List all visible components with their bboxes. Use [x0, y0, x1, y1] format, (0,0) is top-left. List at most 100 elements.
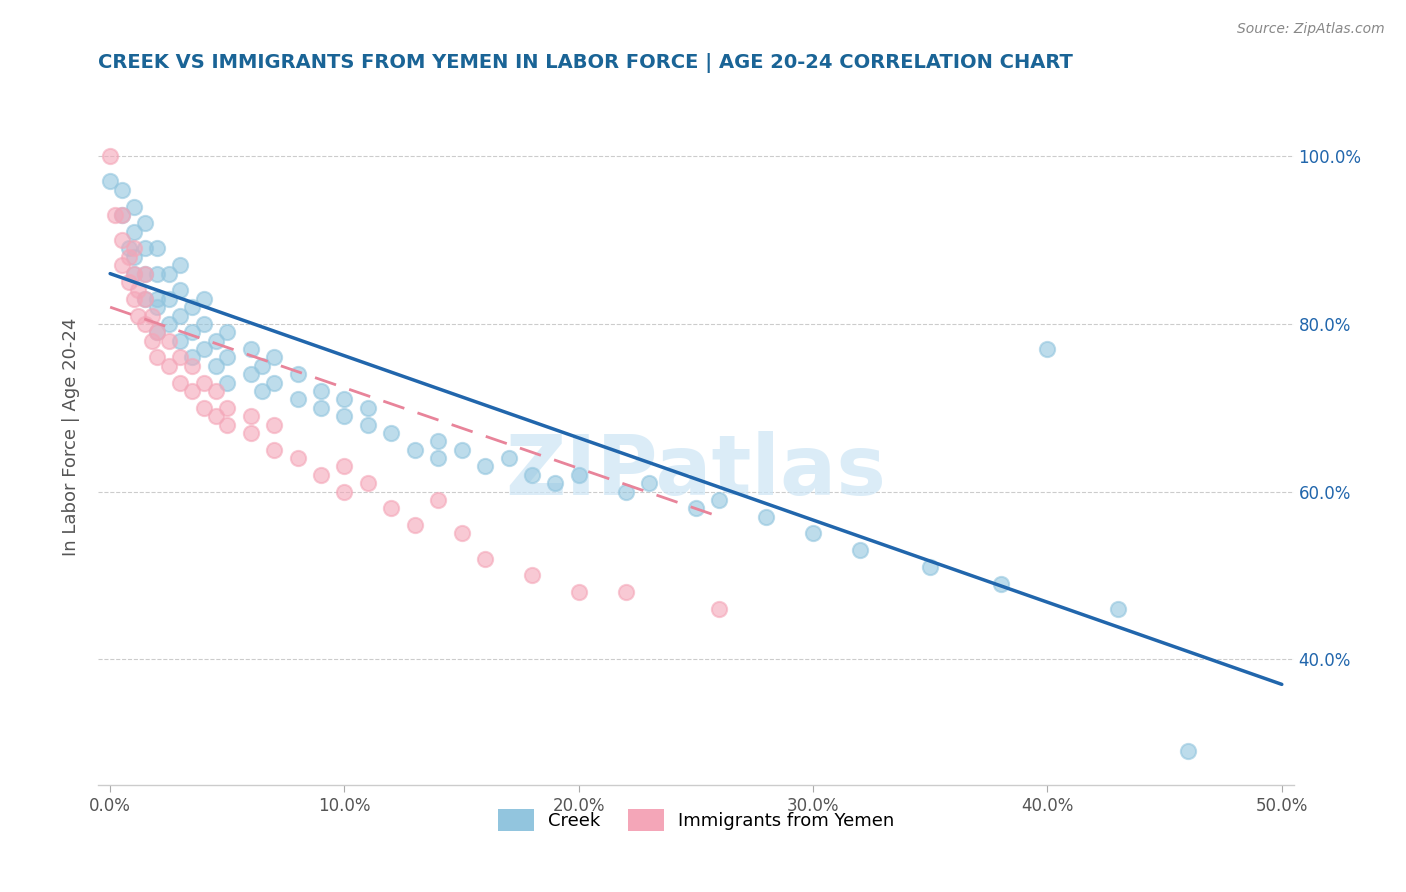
- Point: [309, 401, 332, 415]
- Point: [146, 292, 169, 306]
- Point: [239, 409, 262, 424]
- Point: [239, 368, 262, 382]
- Point: [309, 467, 332, 482]
- Point: [1177, 744, 1199, 758]
- Point: [134, 292, 156, 306]
- Point: [127, 284, 149, 298]
- Point: [498, 450, 520, 465]
- Point: [122, 267, 145, 281]
- Point: [122, 250, 145, 264]
- Point: [118, 250, 141, 264]
- Point: [427, 434, 450, 449]
- Point: [614, 585, 637, 599]
- Text: Source: ZipAtlas.com: Source: ZipAtlas.com: [1237, 22, 1385, 37]
- Point: [146, 242, 169, 256]
- Point: [287, 392, 309, 407]
- Point: [193, 342, 215, 356]
- Point: [801, 526, 824, 541]
- Point: [333, 409, 356, 424]
- Point: [287, 450, 309, 465]
- Point: [357, 417, 380, 432]
- Point: [98, 149, 121, 163]
- Point: [239, 425, 262, 440]
- Point: [263, 351, 285, 365]
- Point: [849, 543, 872, 558]
- Point: [181, 300, 204, 314]
- Point: [263, 417, 285, 432]
- Point: [217, 326, 239, 340]
- Point: [357, 401, 380, 415]
- Point: [134, 242, 156, 256]
- Point: [263, 376, 285, 390]
- Point: [146, 326, 169, 340]
- Point: [614, 484, 637, 499]
- Point: [134, 317, 156, 331]
- Point: [146, 326, 169, 340]
- Point: [104, 208, 127, 222]
- Point: [181, 351, 204, 365]
- Point: [333, 392, 356, 407]
- Point: [134, 216, 156, 230]
- Point: [169, 284, 191, 298]
- Point: [920, 560, 942, 574]
- Point: [380, 501, 402, 516]
- Point: [146, 300, 169, 314]
- Point: [568, 585, 591, 599]
- Text: CREEK VS IMMIGRANTS FROM YEMEN IN LABOR FORCE | AGE 20-24 CORRELATION CHART: CREEK VS IMMIGRANTS FROM YEMEN IN LABOR …: [98, 54, 1073, 73]
- Point: [287, 368, 309, 382]
- Point: [193, 292, 215, 306]
- Point: [404, 442, 426, 457]
- Point: [1036, 342, 1059, 356]
- Point: [357, 476, 380, 491]
- Point: [474, 551, 496, 566]
- Point: [169, 376, 191, 390]
- Point: [118, 242, 141, 256]
- Point: [252, 359, 274, 373]
- Point: [450, 526, 472, 541]
- Point: [427, 450, 450, 465]
- Point: [204, 384, 226, 398]
- Point: [181, 359, 204, 373]
- Point: [217, 351, 239, 365]
- Point: [380, 425, 402, 440]
- Point: [169, 334, 191, 348]
- Point: [141, 309, 163, 323]
- Point: [685, 501, 707, 516]
- Point: [520, 568, 543, 582]
- Point: [169, 258, 191, 272]
- Point: [638, 476, 661, 491]
- Point: [263, 442, 285, 457]
- Point: [755, 509, 778, 524]
- Point: [111, 208, 134, 222]
- Point: [333, 459, 356, 474]
- Point: [544, 476, 567, 491]
- Point: [333, 484, 356, 499]
- Point: [990, 576, 1012, 591]
- Point: [122, 225, 145, 239]
- Point: [111, 233, 134, 247]
- Point: [193, 401, 215, 415]
- Point: [309, 384, 332, 398]
- Point: [217, 376, 239, 390]
- Point: [204, 359, 226, 373]
- Point: [111, 258, 134, 272]
- Point: [193, 376, 215, 390]
- Point: [111, 208, 134, 222]
- Point: [1107, 602, 1129, 616]
- Point: [404, 518, 426, 533]
- Point: [520, 467, 543, 482]
- Point: [122, 267, 145, 281]
- Point: [157, 334, 180, 348]
- Point: [181, 384, 204, 398]
- Point: [122, 292, 145, 306]
- Point: [193, 317, 215, 331]
- Point: [127, 309, 149, 323]
- Point: [239, 342, 262, 356]
- Point: [98, 174, 121, 188]
- Point: [709, 602, 731, 616]
- Point: [118, 275, 141, 289]
- Legend: Creek, Immigrants from Yemen: Creek, Immigrants from Yemen: [491, 802, 901, 838]
- Point: [122, 242, 145, 256]
- Point: [157, 317, 180, 331]
- Point: [568, 467, 591, 482]
